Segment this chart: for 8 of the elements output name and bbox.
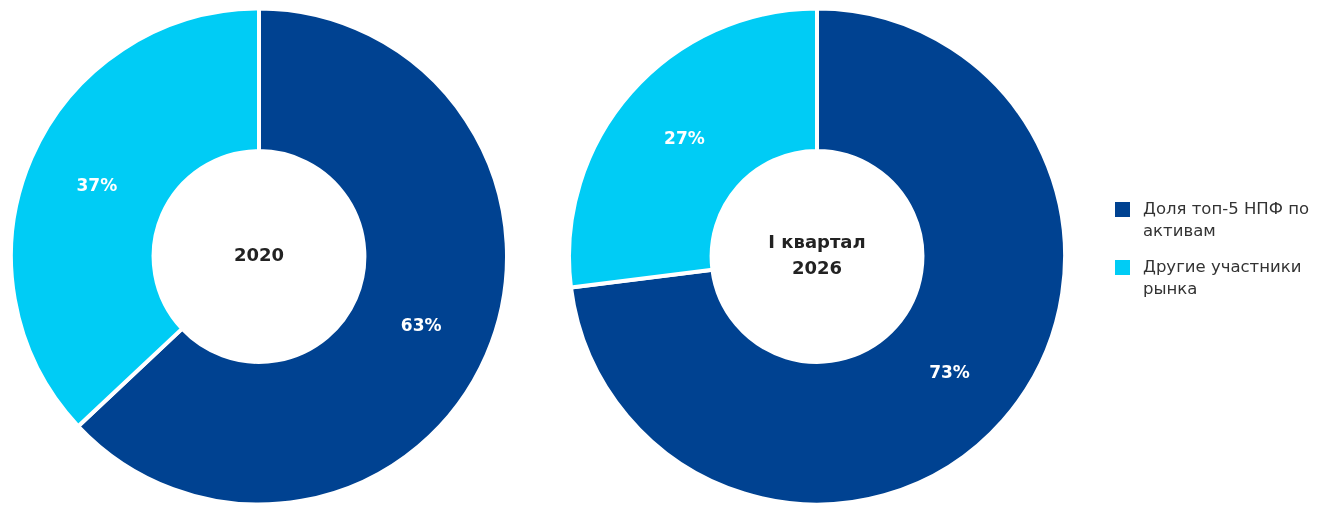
data-label: 73% [929,361,970,382]
data-label: 63% [400,315,442,336]
legend-label: Доля топ-5 НПФ по активам [1143,198,1311,242]
data-label: 27% [664,128,705,149]
data-label: 37% [76,174,118,195]
legend-label: Другие участники рынка [1143,256,1303,300]
text: 2020 [233,244,285,266]
text: I квартал 2026 [768,231,866,279]
